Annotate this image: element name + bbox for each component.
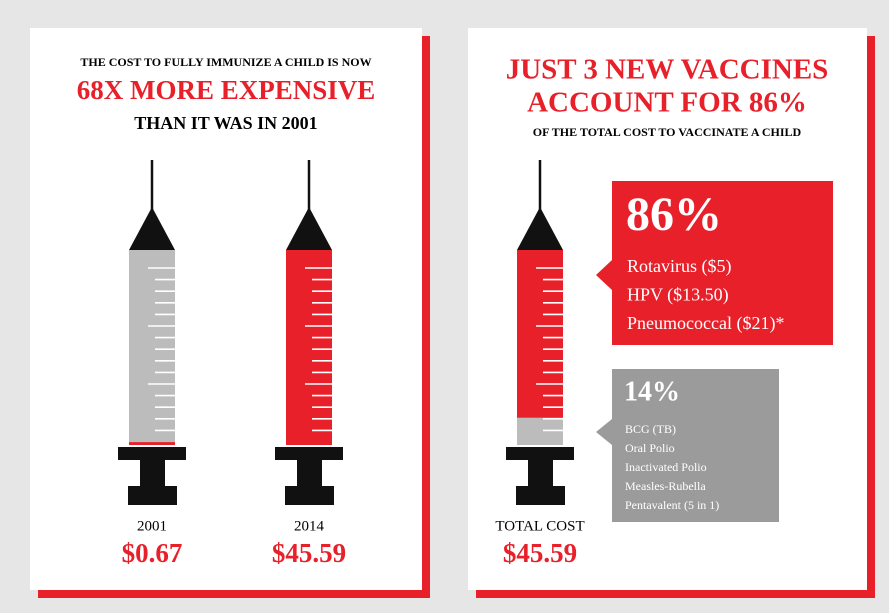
heading-small: THE COST TO FULLY IMMUNIZE A CHILD IS NO… <box>80 55 371 69</box>
heading-large: 68X MORE EXPENSIVE <box>77 75 376 105</box>
barrel-fill <box>129 442 175 445</box>
plunger-stem <box>528 460 553 486</box>
barrel-fill <box>517 418 563 445</box>
vaccine-item: Oral Polio <box>625 441 675 455</box>
plunger-stem <box>140 460 165 486</box>
total-label: TOTAL COST <box>495 518 584 534</box>
plunger-head <box>118 447 186 460</box>
plunger-base <box>285 486 334 505</box>
cost-label: $45.59 <box>272 538 346 568</box>
share-label: 86% <box>626 188 722 241</box>
heading-medium: THAN IT WAS IN 2001 <box>134 113 317 133</box>
plunger-base <box>128 486 177 505</box>
vaccine-item: Pneumococcal ($21)* <box>627 313 784 334</box>
vaccine-item: Measles-Rubella <box>625 479 706 493</box>
heading-large: ACCOUNT FOR 86% <box>527 87 807 119</box>
vaccine-item: BCG (TB) <box>625 422 676 436</box>
infographic: THE COST TO FULLY IMMUNIZE A CHILD IS NO… <box>0 0 889 613</box>
heading-large: JUST 3 NEW VACCINES <box>506 54 829 86</box>
vaccine-item: Rotavirus ($5) <box>627 256 731 277</box>
plunger-base <box>516 486 565 505</box>
total-cost: $45.59 <box>503 538 577 568</box>
vaccine-item: Inactivated Polio <box>625 460 707 474</box>
year-label: 2014 <box>294 518 325 534</box>
vaccine-item: Pentavalent (5 in 1) <box>625 498 719 512</box>
cost-label: $0.67 <box>122 538 183 568</box>
plunger-stem <box>297 460 322 486</box>
share-label: 14% <box>624 376 680 407</box>
plunger-head <box>275 447 343 460</box>
year-label: 2001 <box>137 518 167 534</box>
vaccine-item: HPV ($13.50) <box>627 285 729 306</box>
heading-small: OF THE TOTAL COST TO VACCINATE A CHILD <box>533 125 802 139</box>
plunger-head <box>506 447 574 460</box>
barrel-fill <box>517 250 563 418</box>
